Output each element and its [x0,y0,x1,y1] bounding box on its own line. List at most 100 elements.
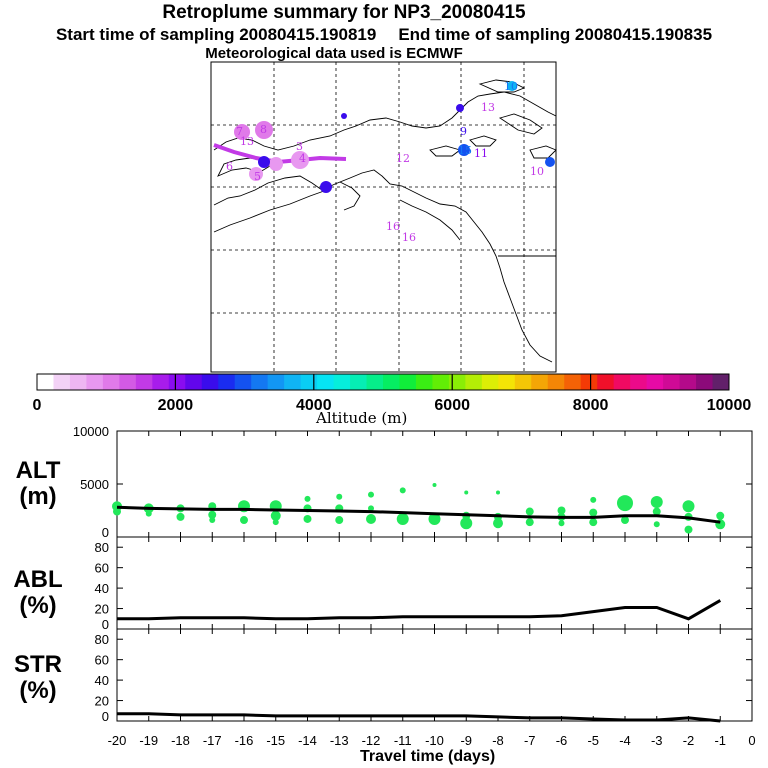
x-tick-label: -18 [171,733,190,748]
colorbar-tick-label: 8000 [573,397,609,414]
altitude-point [558,520,565,527]
alt-series-line [116,505,721,524]
trajectory-label: 13 [240,135,254,148]
colorbar-swatch [218,374,236,390]
altitude-point [303,514,312,523]
x-tick-label: -12 [362,733,381,748]
trajectory-label: 10 [530,165,544,178]
y-tick-label: 80 [95,540,109,555]
trajectory-label: 10 [504,80,518,93]
y-tick-label: 60 [95,653,109,668]
trajectory-label: 16 [386,220,400,233]
colorbar-swatch [37,374,54,390]
colorbar-swatch [597,374,615,390]
x-tick-label: -5 [587,733,599,748]
str-label: STR (%) [8,652,68,704]
altitude-point [525,518,534,527]
x-tick-label: -16 [235,733,254,748]
trajectory-labels: 3 4 5 6 7 8 9 10 10 11 12 13 13 15 16 16 [226,80,544,244]
colorbar-swatch [564,374,582,390]
y-tick-label: 5000 [80,477,109,492]
y-tick-label: 20 [95,694,109,709]
altitude-point [617,495,633,512]
altitude-point [650,496,663,509]
trajectory-cluster [249,167,263,181]
x-tick-label: -2 [683,733,695,748]
x-tick-label: -10 [425,733,444,748]
x-tick-label: -17 [203,733,222,748]
x-tick-label: -9 [460,733,472,748]
trajectory-label: 15 [458,144,472,157]
colorbar-swatch [712,374,730,390]
end-time-label: End time of sampling 20080415.190835 [398,25,713,44]
colorbar-swatch [481,374,499,390]
colorbar-swatch [531,374,549,390]
colorbar-swatch [135,374,153,390]
coastlines [213,79,557,363]
altitude-point [399,487,406,494]
trajectory-label: 6 [226,160,233,173]
altitude-point [304,495,311,502]
trajectory-label: 8 [260,123,267,136]
colorbar-swatch [317,374,335,390]
str-panel-frame [116,628,753,722]
altitude-point [145,510,152,517]
str-series-line [117,712,721,723]
colorbar-swatch [152,374,170,390]
altitude-point [589,508,598,517]
colorbar-swatch [119,374,137,390]
altitude-point [460,517,473,530]
trajectory-cluster [456,104,464,112]
x-tick-label: -7 [524,733,536,748]
x-tick-label: -8 [492,733,504,748]
trajectory-label: 5 [254,170,261,183]
altitude-point [209,517,216,524]
colorbar-swatch [69,374,87,390]
trajectory-cluster [320,181,332,193]
x-axis-title: Travel time (days) [360,748,496,765]
alt-label-line2: (m) [19,483,57,510]
altitude-point [684,525,693,534]
altitude-point [557,506,566,515]
trajectory-cluster [545,157,555,167]
str-label-line1: STR [14,651,62,678]
abl-label-line2: (%) [19,592,57,619]
alt-label: ALT (m) [8,458,68,510]
colorbar-tick-label: 4000 [296,397,332,414]
x-tick-label: -4 [619,733,631,748]
altitude-point [113,507,121,516]
x-tick-label: -1 [714,733,726,748]
trajectory-label: 11 [474,147,488,160]
altitude-point [493,518,503,529]
trajectory-cluster [507,81,517,91]
colorbar-swatch [251,374,269,390]
altitude-point [525,507,534,516]
colorbar-swatch [300,374,318,390]
colorbar-frame [36,373,730,391]
abl-series-line [117,599,722,621]
colorbar-swatch [234,374,252,390]
altitude-point [653,521,660,528]
str-label-line2: (%) [19,677,57,704]
trajectory-cluster [458,144,470,156]
colorbar-swatch [168,374,186,390]
colorbar-swatch [86,374,104,390]
trajectory-cluster [291,151,309,169]
altitude-point [652,507,661,516]
y-tick-label: 60 [95,561,109,576]
colorbar-swatch [465,374,483,390]
altitude-point [335,516,344,525]
colorbar-swatch [547,374,565,390]
altitude-point [682,500,695,513]
colorbar-swatch [696,374,714,390]
y-tick-label: 40 [95,581,109,596]
trajectory-cluster [258,156,270,168]
x-tick-label: -13 [330,733,349,748]
map-grid [211,62,556,372]
colorbar: 0 2000 4000 6000 8000 10000 [33,373,751,414]
colorbar-swatch [383,374,400,390]
met-data-label: Meteorological data used is ECMWF [205,45,463,62]
colorbar-swatch [53,374,71,390]
colorbar-swatch [613,374,631,390]
